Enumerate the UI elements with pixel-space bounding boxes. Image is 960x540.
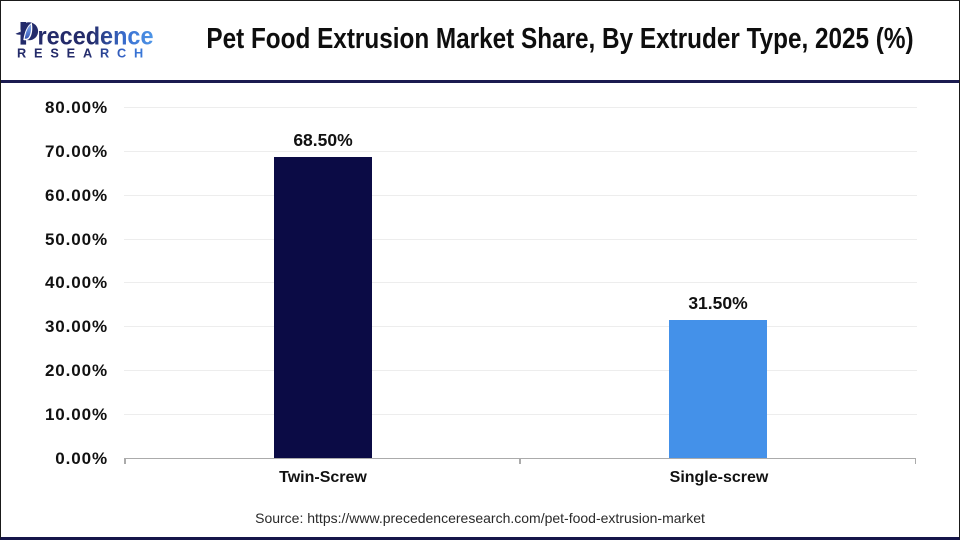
svg-text:recedence: recedence: [38, 22, 154, 50]
svg-text:RESEARCH: RESEARCH: [17, 45, 151, 60]
